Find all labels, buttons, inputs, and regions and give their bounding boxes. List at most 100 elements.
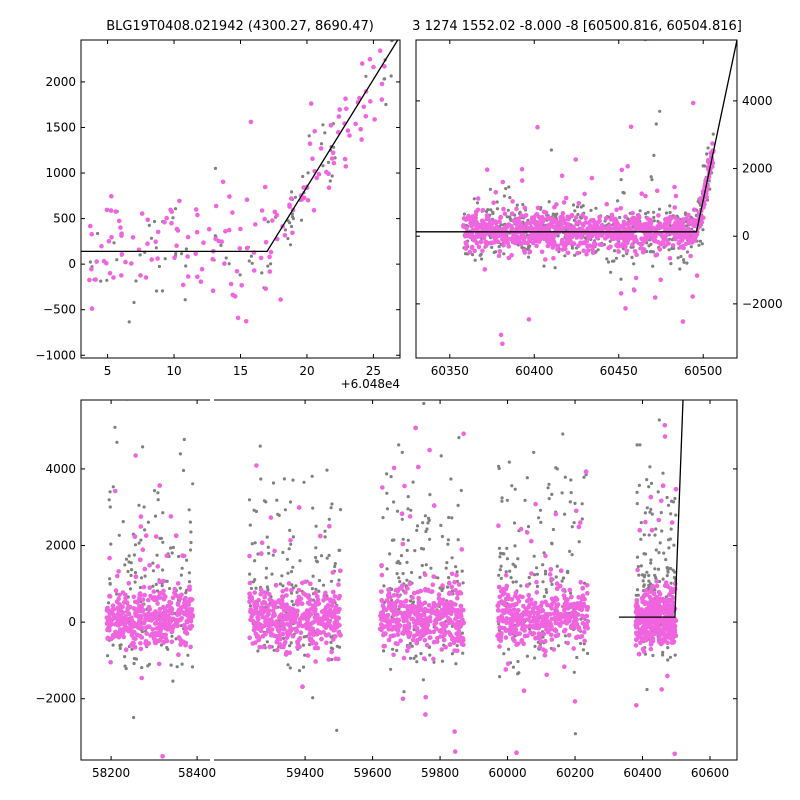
y-tick-label: 1000 <box>45 166 76 180</box>
data-point-series_b <box>266 545 270 549</box>
data-point-series_a <box>391 593 397 598</box>
data-point-series_a <box>267 269 273 274</box>
data-point-series_b <box>408 641 412 646</box>
data-point-series_b <box>185 558 189 562</box>
data-point-series_b <box>440 534 444 539</box>
data-point-series_b <box>504 570 508 574</box>
data-point-series_a <box>403 590 408 595</box>
y-tick-label: −2000 <box>742 297 783 311</box>
data-point-series_b <box>161 540 165 544</box>
data-point-series_b <box>147 662 152 666</box>
data-point-series_a <box>455 595 460 601</box>
data-point-series_a <box>404 598 409 603</box>
data-point-series_a <box>509 252 514 258</box>
data-point-series_b <box>281 584 285 588</box>
data-point-series_b <box>439 454 443 458</box>
data-point-series_a <box>566 632 572 638</box>
data-point-series_b <box>670 246 674 251</box>
recent-axes-frame <box>415 39 738 359</box>
data-point-series_a <box>122 617 128 623</box>
data-point-series_b <box>323 131 327 135</box>
data-point-series_a <box>618 291 624 296</box>
data-point-series_a <box>638 226 643 232</box>
data-point-series_a <box>335 656 341 662</box>
data-point-series_b <box>505 215 509 219</box>
data-point-series_a <box>544 627 549 632</box>
data-point-series_b <box>187 580 192 584</box>
data-point-series_a <box>650 584 655 589</box>
data-point-series_a <box>259 208 265 213</box>
data-point-series_a <box>284 587 289 592</box>
data-point-series_a <box>287 650 293 655</box>
data-point-series_b <box>497 546 502 550</box>
y-tick-label: 2000 <box>45 75 76 89</box>
data-point-series_a <box>113 633 118 639</box>
data-point-series_b <box>187 571 191 575</box>
data-point-series_b <box>450 556 454 560</box>
data-point-series_b <box>682 258 686 262</box>
data-point-series_a <box>583 215 588 221</box>
data-point-series_a <box>123 592 128 598</box>
data-point-series_a <box>198 279 204 285</box>
data-point-series_a <box>557 583 563 589</box>
data-point-series_a <box>690 100 696 106</box>
data-point-series_a <box>379 572 385 578</box>
data-point-series_a <box>416 599 422 604</box>
data-point-series_b <box>661 577 665 581</box>
data-point-series_b <box>621 190 625 195</box>
data-point-series_b <box>639 564 643 568</box>
data-point-series_b <box>516 557 520 561</box>
data-point-series_a <box>109 194 114 199</box>
data-point-series_a <box>368 99 373 104</box>
data-point-series_a <box>575 250 580 256</box>
data-point-series_a <box>93 277 98 282</box>
data-point-series_a <box>99 243 104 249</box>
data-point-series_a <box>710 141 715 146</box>
data-point-series_b <box>533 573 537 577</box>
data-point-series_b <box>248 572 252 576</box>
data-point-series_b <box>272 648 276 652</box>
data-point-series_b <box>541 563 545 567</box>
data-point-series_b <box>333 564 337 569</box>
data-point-series_b <box>550 542 554 546</box>
data-point-series_b <box>178 586 182 590</box>
data-point-series_a <box>504 583 510 589</box>
data-point-series_b <box>323 535 327 539</box>
data-point-series_a <box>386 587 391 592</box>
data-point-series_b <box>619 178 623 182</box>
data-point-series_b <box>666 658 670 662</box>
data-point-series_b <box>654 527 658 531</box>
data-point-series_a <box>571 226 576 231</box>
data-point-series_a <box>310 606 315 611</box>
data-point-series_b <box>291 478 295 482</box>
data-point-series_b <box>280 574 284 578</box>
data-point-series_a <box>587 233 593 238</box>
data-point-series_b <box>265 585 269 589</box>
data-point-series_a <box>688 253 693 259</box>
data-point-series_a <box>561 587 566 593</box>
data-point-series_a <box>157 611 162 616</box>
data-point-series_a <box>210 288 216 294</box>
data-point-series_b <box>249 254 253 258</box>
data-point-series_a <box>163 632 168 638</box>
data-point-series_a <box>185 254 190 259</box>
data-point-series_a <box>550 245 555 250</box>
data-point-series_b <box>389 667 393 671</box>
data-point-series_b <box>499 576 503 581</box>
data-point-series_b <box>294 584 298 588</box>
data-point-series_b <box>497 466 501 471</box>
data-point-series_a <box>503 232 508 237</box>
data-point-series_a <box>484 213 490 218</box>
data-point-series_b <box>297 669 302 673</box>
data-point-series_b <box>669 262 673 266</box>
data-point-series_b <box>609 270 613 274</box>
data-point-series_b <box>640 573 644 577</box>
data-point-series_b <box>132 715 136 720</box>
data-point-series_a <box>634 252 639 258</box>
data-point-series_b <box>299 218 304 222</box>
data-point-series_a <box>321 629 326 635</box>
data-point-series_b <box>669 499 674 503</box>
data-point-series_a <box>685 234 691 240</box>
data-point-series_b <box>175 665 179 669</box>
